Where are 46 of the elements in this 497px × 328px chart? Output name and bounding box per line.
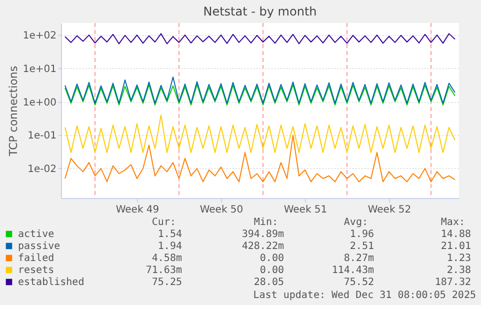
text: 187.32	[434, 277, 471, 288]
text: 428.22m	[242, 241, 284, 252]
legend-label: failed	[18, 253, 54, 264]
legend-label: established	[18, 277, 84, 288]
x-tick-label: Week 51	[284, 204, 328, 216]
text: 75.25	[152, 277, 182, 288]
line-series	[64, 33, 456, 44]
text: Min:	[254, 217, 278, 228]
x-tick-label: Week 52	[368, 204, 412, 216]
text: 2.38	[446, 265, 471, 276]
text: 1.23	[446, 253, 471, 264]
legend-label: passive	[18, 241, 60, 252]
text: 394.89m	[242, 229, 284, 240]
text: 114.43m	[332, 265, 374, 276]
text: 0.00	[260, 265, 284, 276]
text: 71.63m	[146, 265, 182, 276]
y-tick-label: 1e+00	[22, 97, 56, 108]
text: 4.58m	[152, 253, 182, 264]
text: 75.52	[344, 277, 374, 288]
text: Max:	[440, 217, 465, 228]
text: Cur:	[152, 217, 176, 228]
line-series	[64, 114, 456, 154]
x-tick-label: Week 50	[200, 204, 244, 216]
y-axis-title: TCP connections	[6, 66, 20, 158]
line-series	[64, 134, 456, 182]
text: 1.94	[158, 241, 182, 252]
text: 14.88	[440, 229, 471, 240]
line-series	[64, 84, 456, 106]
legend-label: resets	[18, 265, 54, 276]
y-tick-label: 1e-01	[28, 130, 56, 142]
y-tick-label: 1e+01	[22, 64, 56, 75]
text: 28.05	[254, 277, 284, 288]
line-series	[64, 76, 456, 104]
legend-label: active	[18, 229, 54, 240]
text: 1.54	[158, 229, 182, 240]
text: 0.00	[260, 253, 284, 264]
text: Last update: Wed Dec 31 08:00:05 2025	[253, 290, 476, 301]
text: 21.01	[440, 241, 471, 252]
chart-title: Netstat - by month	[203, 4, 317, 18]
text: Avg:	[344, 217, 368, 228]
text: 1.96	[350, 229, 374, 240]
text: 2.51	[350, 241, 374, 252]
y-tick-label: 1e-02	[28, 164, 56, 175]
y-tick-label: 1e+02	[22, 30, 56, 42]
text: 8.27m	[344, 253, 374, 264]
x-tick-label: Week 49	[116, 204, 160, 216]
